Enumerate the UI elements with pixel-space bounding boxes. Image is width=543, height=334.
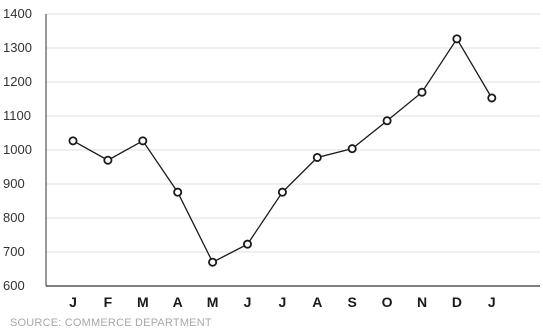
data-points <box>68 34 497 267</box>
y-tick-label: 1200 <box>3 74 32 89</box>
y-tick-label: 1000 <box>3 142 32 157</box>
x-tick-label: A <box>173 294 183 310</box>
data-point <box>312 152 322 162</box>
x-tick-label: M <box>207 294 219 310</box>
x-tick-label: J <box>244 294 252 310</box>
y-tick-label: 1100 <box>3 108 31 123</box>
x-tick-label: O <box>382 294 393 310</box>
x-tick-label: N <box>417 294 427 310</box>
data-point <box>277 187 287 197</box>
x-tick-label: M <box>137 294 149 310</box>
x-tick-label: D <box>452 294 462 310</box>
y-tick-label: 700 <box>3 244 25 259</box>
data-point <box>208 257 218 267</box>
data-point <box>68 136 78 146</box>
data-point <box>173 187 183 197</box>
y-tick-label: 600 <box>3 278 25 293</box>
y-tick-label: 800 <box>3 210 25 225</box>
series-line <box>72 37 493 264</box>
y-tick-label: 900 <box>3 176 25 191</box>
data-point <box>417 87 427 97</box>
data-point <box>138 136 148 146</box>
data-point <box>347 144 357 154</box>
x-tick-label: A <box>312 294 322 310</box>
x-tick-label: S <box>348 294 357 310</box>
data-point <box>452 34 462 44</box>
y-axis-tick-labels: 600 700 800 900 1000 1100 1200 1300 1400 <box>3 6 32 293</box>
data-point <box>487 93 497 103</box>
data-point <box>382 116 392 126</box>
x-tick-label: J <box>279 294 287 310</box>
x-tick-label: J <box>488 294 496 310</box>
data-point <box>242 239 252 249</box>
gridlines <box>46 13 540 287</box>
source-note: SOURCE: COMMERCE DEPARTMENT <box>10 317 212 329</box>
x-tick-label: F <box>104 294 113 310</box>
y-tick-label: 1300 <box>3 40 32 55</box>
data-point <box>103 155 113 165</box>
x-tick-label: J <box>69 294 77 310</box>
y-tick-label: 1400 <box>3 6 32 21</box>
